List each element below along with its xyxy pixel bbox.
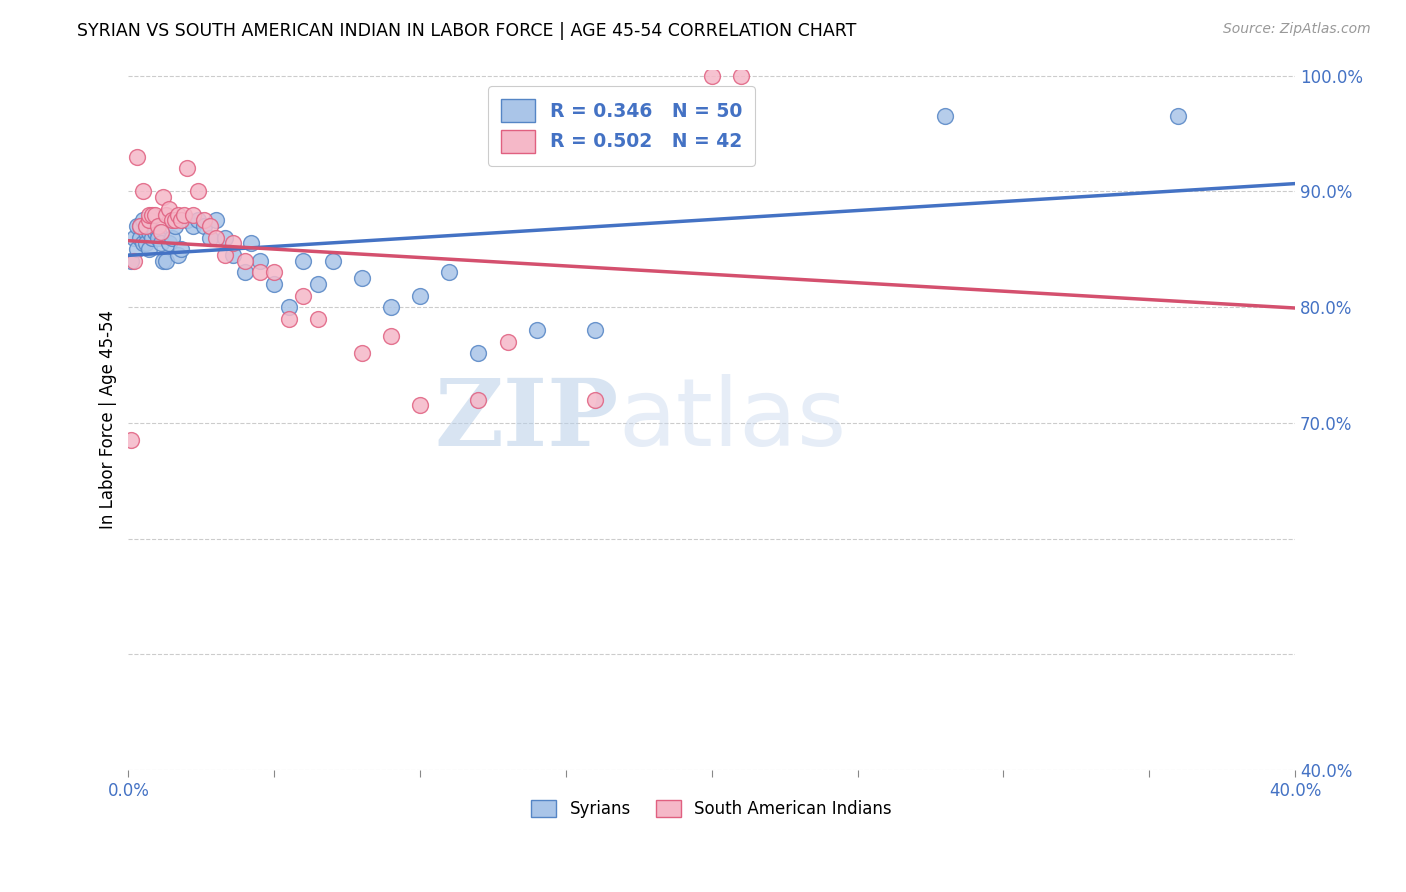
Point — [222, 236, 245, 251]
Point — [934, 109, 956, 123]
Text: atlas: atlas — [619, 374, 846, 466]
Point — [277, 300, 299, 314]
Point — [583, 392, 606, 407]
Point — [239, 236, 262, 251]
Point — [263, 265, 285, 279]
Point — [165, 219, 187, 233]
Point — [350, 271, 373, 285]
Point — [167, 248, 190, 262]
Point — [149, 225, 172, 239]
Point — [193, 213, 215, 227]
Point — [198, 219, 221, 233]
Point — [1167, 109, 1189, 123]
Point — [292, 288, 315, 302]
Point — [277, 311, 299, 326]
Point — [160, 213, 183, 227]
Point — [249, 253, 271, 268]
Point — [132, 185, 155, 199]
Point — [173, 207, 195, 221]
Point — [127, 219, 149, 233]
Point — [187, 185, 209, 199]
Point — [380, 300, 402, 314]
Point — [138, 207, 160, 221]
Point — [152, 253, 174, 268]
Point — [129, 219, 152, 233]
Point — [205, 213, 228, 227]
Point — [132, 213, 155, 227]
Point — [322, 253, 344, 268]
Point — [129, 230, 152, 244]
Point — [233, 265, 256, 279]
Point — [124, 253, 146, 268]
Point — [141, 207, 163, 221]
Point — [181, 219, 204, 233]
Point — [700, 127, 723, 141]
Point — [526, 323, 548, 337]
Point — [157, 236, 180, 251]
Legend: Syrians, South American Indians: Syrians, South American Indians — [524, 793, 898, 825]
Point — [249, 265, 271, 279]
Y-axis label: In Labor Force | Age 45-54: In Labor Force | Age 45-54 — [100, 310, 117, 530]
Point — [307, 277, 329, 291]
Point — [138, 213, 160, 227]
Point — [160, 230, 183, 244]
Text: Source: ZipAtlas.com: Source: ZipAtlas.com — [1223, 22, 1371, 37]
Point — [198, 230, 221, 244]
Point — [143, 207, 166, 221]
Point — [176, 213, 198, 227]
Point — [155, 253, 177, 268]
Point — [730, 69, 752, 83]
Point — [167, 207, 190, 221]
Point — [135, 219, 157, 233]
Point — [233, 253, 256, 268]
Point — [152, 190, 174, 204]
Point — [496, 334, 519, 349]
Point — [124, 230, 146, 244]
Point — [138, 225, 160, 239]
Point — [176, 161, 198, 176]
Point — [146, 219, 169, 233]
Point — [380, 329, 402, 343]
Point — [165, 213, 187, 227]
Point — [222, 248, 245, 262]
Point — [292, 253, 315, 268]
Point — [146, 225, 169, 239]
Text: ZIP: ZIP — [434, 375, 619, 465]
Point — [120, 253, 142, 268]
Point — [350, 346, 373, 360]
Point — [135, 225, 157, 239]
Point — [129, 219, 152, 233]
Point — [467, 392, 489, 407]
Point — [193, 219, 215, 233]
Point — [146, 230, 169, 244]
Point — [157, 202, 180, 216]
Point — [187, 213, 209, 227]
Point — [700, 69, 723, 83]
Point — [143, 225, 166, 239]
Point — [583, 323, 606, 337]
Point — [141, 230, 163, 244]
Point — [127, 150, 149, 164]
Point — [439, 265, 461, 279]
Point — [263, 277, 285, 291]
Point — [149, 236, 172, 251]
Point — [307, 311, 329, 326]
Point — [205, 230, 228, 244]
Point — [214, 230, 236, 244]
Point — [467, 346, 489, 360]
Point — [170, 213, 193, 227]
Point — [127, 242, 149, 256]
Point — [409, 399, 432, 413]
Text: SYRIAN VS SOUTH AMERICAN INDIAN IN LABOR FORCE | AGE 45-54 CORRELATION CHART: SYRIAN VS SOUTH AMERICAN INDIAN IN LABOR… — [77, 22, 856, 40]
Point — [155, 207, 177, 221]
Point — [132, 236, 155, 251]
Point — [181, 207, 204, 221]
Point — [138, 242, 160, 256]
Point — [214, 248, 236, 262]
Point — [170, 242, 193, 256]
Point — [135, 236, 157, 251]
Point — [120, 433, 142, 447]
Point — [409, 288, 432, 302]
